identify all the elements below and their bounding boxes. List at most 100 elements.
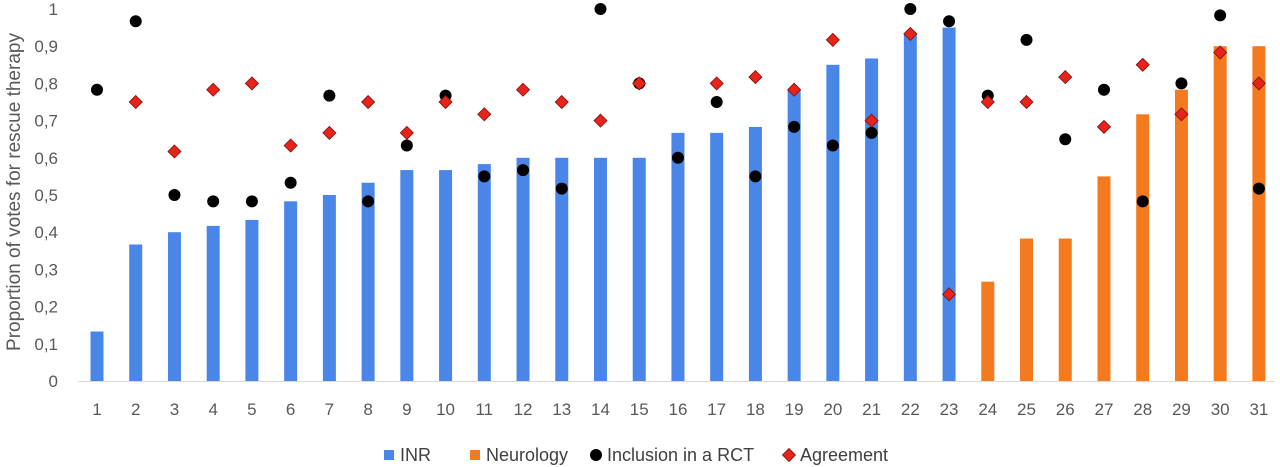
bar-inr — [826, 64, 840, 382]
legend-label: Inclusion in a RCT — [607, 445, 754, 465]
x-tick-label: 26 — [1056, 400, 1075, 419]
marker-agreement — [128, 94, 143, 110]
bar-neurology — [1136, 114, 1150, 381]
bar-inr — [516, 157, 530, 381]
marker-inclusion-rct — [788, 120, 801, 133]
marker-agreement — [709, 76, 724, 91]
marker-agreement — [632, 76, 647, 91]
legend-label: Neurology — [486, 445, 568, 465]
bar-inr — [632, 157, 646, 381]
bar-inr — [167, 232, 181, 381]
bar-inr — [90, 331, 104, 381]
legend-swatch — [470, 450, 480, 460]
bar-inr — [748, 126, 762, 381]
marker-inclusion-rct — [1175, 77, 1188, 90]
y-tick-labels: 0 0,1 0,2 0,3 0,4 0,5 0,6 0,7 0,8 0,9 1 — [34, 0, 58, 391]
x-tick-label: 2 — [131, 400, 140, 419]
x-tick-label: 16 — [668, 400, 687, 419]
x-tick-label: 28 — [1133, 400, 1152, 419]
marker-agreement — [1019, 94, 1034, 110]
marker-inclusion-rct — [245, 195, 258, 208]
marker-inclusion-rct — [555, 182, 568, 195]
marker-agreement — [1135, 57, 1150, 72]
marker-agreement — [244, 76, 259, 91]
x-tick-label: 23 — [940, 400, 959, 419]
legend-label: INR — [400, 445, 431, 465]
y-tick-label: 0,8 — [34, 74, 58, 93]
bar-neurology — [1058, 238, 1072, 381]
bar-inr — [903, 33, 917, 381]
bar-neurology — [1213, 46, 1227, 381]
x-tick-label: 3 — [170, 400, 179, 419]
marker-agreement — [283, 138, 298, 153]
x-tick-label: 15 — [630, 400, 649, 419]
marker-inclusion-rct — [671, 151, 684, 164]
y-tick-label: 0,6 — [34, 149, 58, 168]
marker-agreement — [903, 26, 918, 41]
y-tick-label: 0,2 — [34, 298, 58, 317]
marker-inclusion-rct — [1097, 83, 1110, 96]
legend-swatch — [781, 447, 797, 463]
marker-inclusion-rct — [943, 15, 956, 28]
bar-inr — [671, 132, 685, 381]
bar-inr — [477, 164, 491, 381]
bar-inr — [710, 132, 724, 381]
marker-inclusion-rct — [904, 3, 917, 15]
bar-inr — [284, 201, 298, 381]
y-tick-label: 1 — [49, 0, 58, 19]
bar-neurology — [1097, 176, 1111, 381]
bar-neurology — [981, 281, 995, 381]
marker-inclusion-rct — [865, 126, 878, 139]
y-tick-label: 0,9 — [34, 37, 58, 56]
y-tick-label: 0,5 — [34, 186, 58, 205]
marker-agreement — [554, 94, 569, 110]
marker-inclusion-rct — [168, 189, 181, 201]
marker-agreement — [1096, 119, 1112, 134]
x-tick-label: 22 — [901, 400, 920, 419]
marker-agreement — [941, 287, 957, 302]
bar-inr — [245, 219, 259, 381]
y-axis-title: Proportion of votes for rescue therapy — [4, 33, 25, 351]
marker-agreement — [1174, 107, 1189, 122]
marker-agreement — [167, 144, 182, 159]
bar-inr — [361, 182, 375, 381]
markers — [91, 3, 1266, 302]
x-tick-label: 14 — [591, 400, 610, 419]
bar-inr — [129, 244, 143, 381]
marker-agreement — [477, 107, 492, 122]
marker-agreement — [399, 125, 414, 140]
marker-inclusion-rct — [91, 83, 103, 96]
bar-inr — [439, 170, 453, 381]
marker-inclusion-rct — [826, 139, 839, 152]
marker-agreement — [361, 94, 376, 110]
x-tick-label: 31 — [1249, 400, 1268, 419]
bar-neurology — [1174, 89, 1188, 381]
marker-inclusion-rct — [323, 89, 336, 102]
legend-swatch — [384, 450, 394, 460]
x-tick-labels: 1 2 3 4 5 6 7 8 9 10 11 12 13 14 15 16 17 18 19 20 21 22 23 24 2… — [92, 400, 1268, 419]
marker-agreement — [515, 82, 531, 97]
marker-inclusion-rct — [207, 195, 220, 208]
bar-neurology — [1020, 238, 1034, 381]
y-tick-label: 0,4 — [34, 223, 58, 242]
marker-agreement — [980, 94, 995, 110]
marker-agreement — [1251, 76, 1266, 91]
marker-inclusion-rct — [129, 15, 142, 28]
marker-inclusion-rct — [1252, 182, 1265, 195]
y-axis-title-group: Proportion of votes for rescue therapy — [4, 33, 25, 351]
marker-inclusion-rct — [710, 96, 723, 108]
bar-inr — [206, 225, 220, 381]
bar-inr — [593, 157, 607, 381]
bar-inr — [555, 157, 569, 381]
marker-inclusion-rct — [1136, 195, 1149, 208]
marker-agreement — [825, 32, 840, 47]
marker-inclusion-rct — [1059, 133, 1072, 146]
bar-inr — [400, 170, 414, 381]
bar-inr — [942, 27, 956, 381]
marker-agreement — [787, 82, 802, 97]
marker-agreement — [1058, 70, 1073, 85]
x-tick-label: 5 — [247, 400, 256, 419]
x-tick-label: 20 — [823, 400, 842, 419]
marker-inclusion-rct — [517, 164, 530, 177]
y-tick-label: 0,7 — [34, 112, 58, 131]
